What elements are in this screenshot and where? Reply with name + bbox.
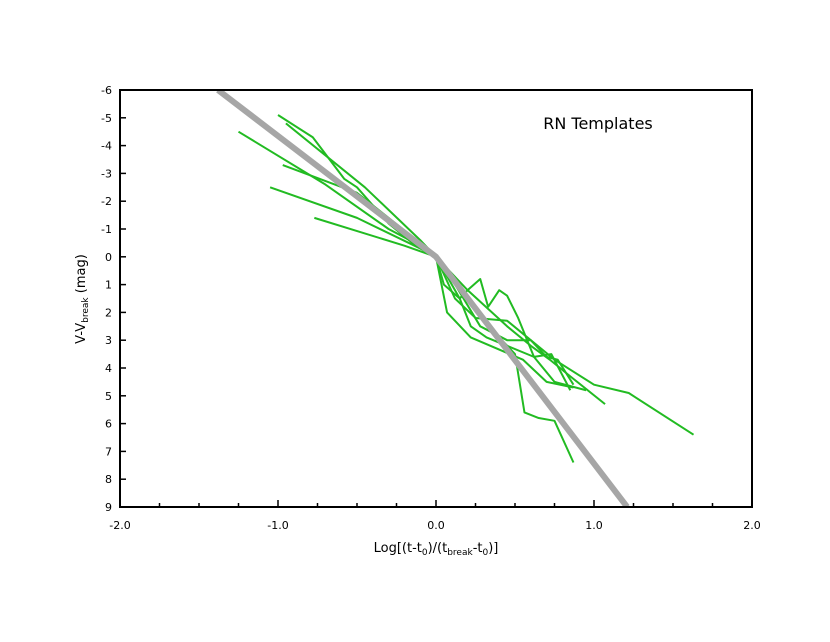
- y-tick-label: -2: [101, 195, 112, 208]
- y-tick-label: -5: [101, 112, 112, 125]
- y-tick-label: 4: [105, 362, 112, 375]
- y-tick-label: 5: [105, 390, 112, 403]
- template-line-3: [269, 186, 606, 405]
- template-line-6: [285, 122, 575, 386]
- x-tick-label: -1.0: [267, 519, 288, 532]
- y-tick-label: 2: [105, 306, 112, 319]
- y-tick-label: 1: [105, 279, 112, 292]
- plot-frame: [119, 89, 753, 508]
- x-axis-title: Log[(t-t0)/(tbreak-t0)]: [374, 541, 499, 558]
- chart-annotation: RN Templates: [543, 114, 653, 133]
- x-tick-label: -2.0: [109, 519, 130, 532]
- template-line-5: [282, 164, 695, 436]
- y-axis-title: V-Vbreak (mag): [74, 254, 91, 344]
- x-tick-label: 0.0: [427, 519, 445, 532]
- y-tick-label: 0: [105, 251, 112, 264]
- y-tick-label: 8: [105, 473, 112, 486]
- series-layer: [216, 90, 695, 507]
- x-tick-label: 2.0: [743, 519, 761, 532]
- y-tick-label: -6: [101, 84, 112, 97]
- y-tick-label: 9: [105, 501, 112, 514]
- template-line-4: [314, 216, 574, 389]
- y-tick-label: 3: [105, 334, 112, 347]
- y-tick-label: 6: [105, 418, 112, 431]
- fit-line: [216, 90, 630, 507]
- y-tick-label: -4: [101, 140, 112, 153]
- y-tick-label: -1: [101, 223, 112, 236]
- tick-layer: -2.0 -1.0 0.0 1.0 2.0 -6 -5 -4 -3 -2 -1 0 1 2 3 4 5 6 7 8 9: [101, 84, 761, 532]
- y-tick-label: 7: [105, 445, 112, 458]
- y-tick-label: -3: [101, 167, 112, 180]
- x-tick-label: 1.0: [585, 519, 603, 532]
- template-line-2: [237, 130, 587, 392]
